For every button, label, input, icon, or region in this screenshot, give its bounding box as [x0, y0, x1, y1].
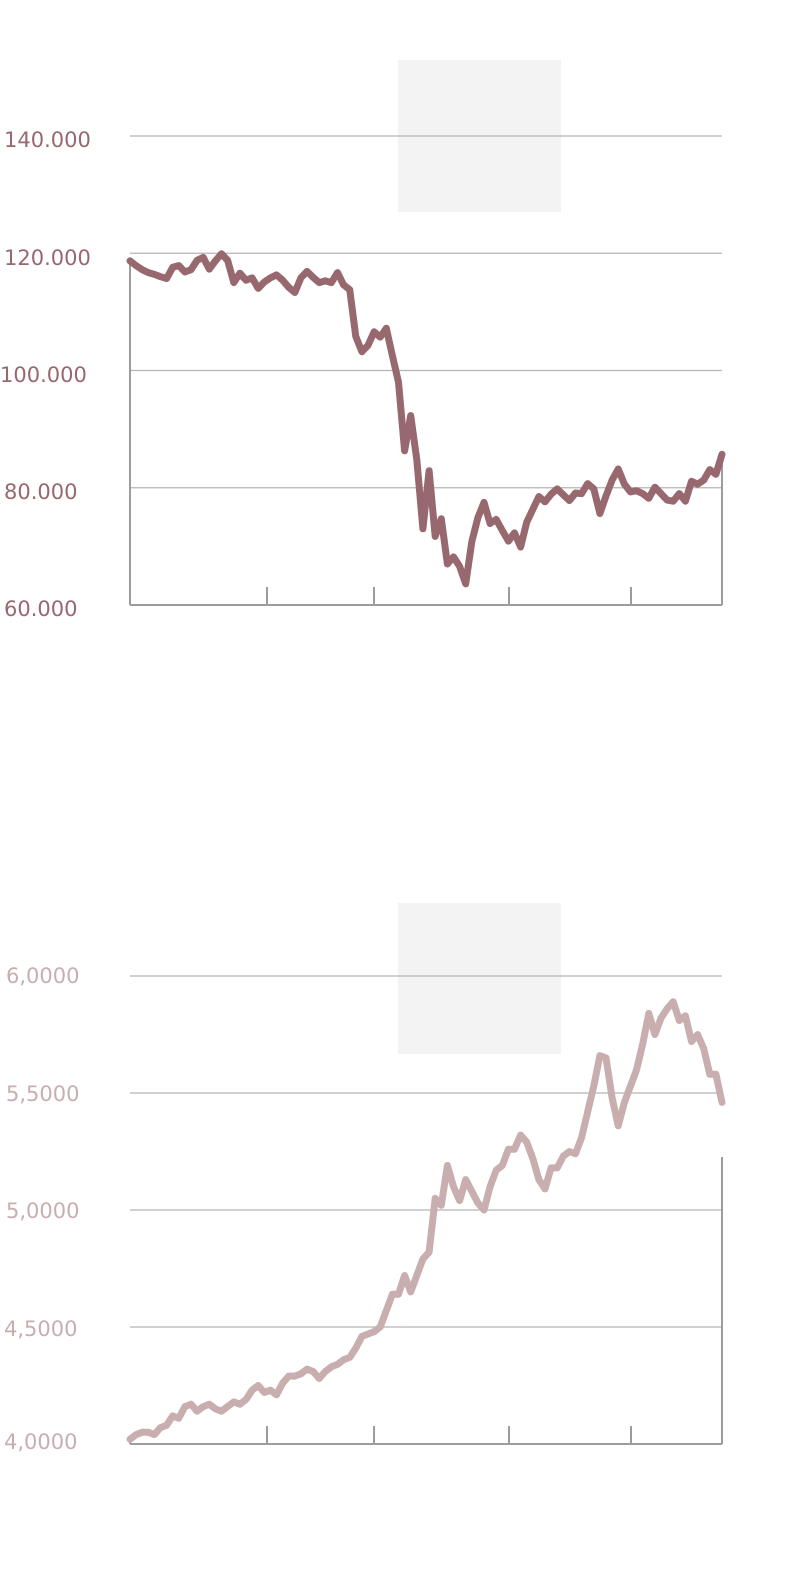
top-y-tick-label: 140.000 [4, 128, 91, 152]
bottom-chart: 4,0000 4,5000 5,0000 5,5000 6,0000 [4, 903, 726, 1454]
bottom-y-tick-label: 5,5000 [6, 1082, 79, 1106]
top-y-tick-label: 100.000 [0, 363, 87, 387]
bottom-y-tick-label: 4,5000 [4, 1317, 77, 1341]
bottom-y-tick-label: 4,0000 [4, 1430, 77, 1454]
top-y-tick-label: 60.000 [4, 597, 77, 621]
bottom-y-tick-label: 6,0000 [6, 964, 79, 988]
bottom-gridlines [130, 975, 722, 1328]
top-y-axis-labels: 60.000 80.000 100.000 120.000 140.000 [0, 128, 91, 621]
bottom-axes [129, 1157, 723, 1445]
bottom-series-line [126, 998, 726, 1443]
top-axes [129, 258, 723, 606]
legend-placeholder-bottom [398, 903, 561, 1054]
bottom-y-tick-label: 5,0000 [6, 1199, 79, 1223]
top-y-tick-label: 120.000 [4, 246, 91, 270]
top-chart: 60.000 80.000 100.000 120.000 140.000 [0, 60, 726, 621]
top-series-line [126, 250, 726, 588]
top-y-tick-label: 80.000 [4, 480, 77, 504]
bottom-y-axis-labels: 4,0000 4,5000 5,0000 5,5000 6,0000 [4, 964, 79, 1454]
